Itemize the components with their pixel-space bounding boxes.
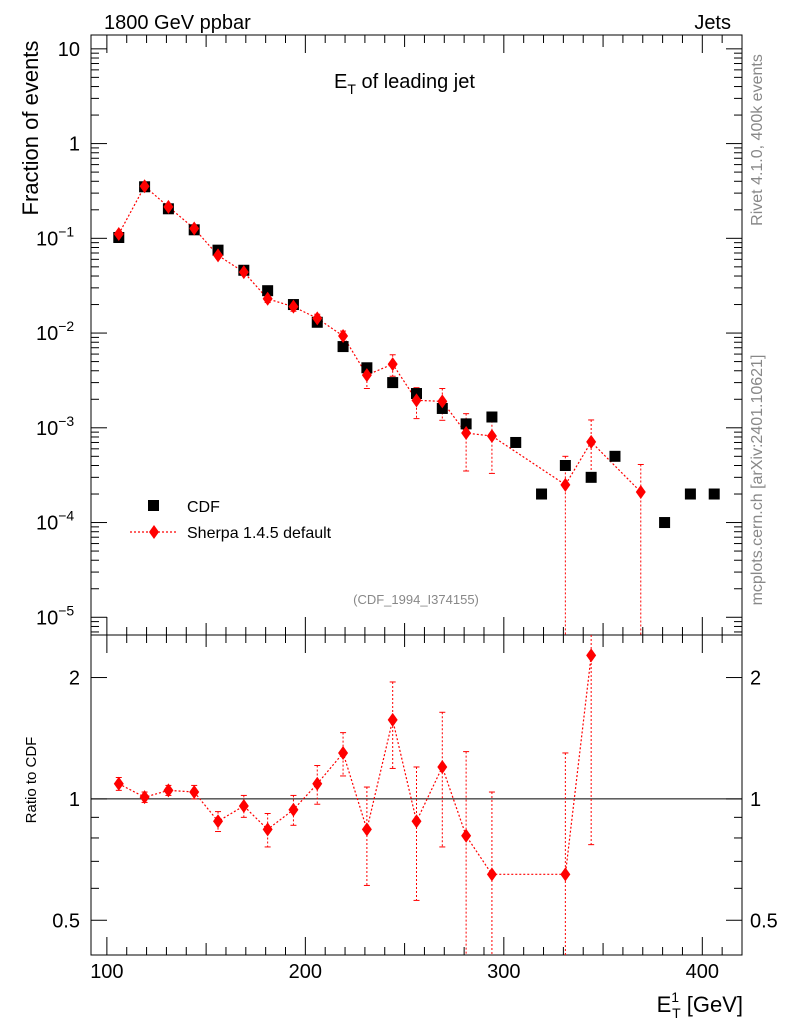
sherpa-point [387, 357, 398, 372]
ratio-y-tick-label-right: 1 [750, 789, 761, 811]
x-tick-label: 300 [487, 961, 520, 983]
cdf-point [609, 450, 621, 462]
main-y-tick-label: 10−1 [36, 223, 74, 250]
legend-cdf-label: CDF [187, 499, 220, 516]
sherpa-point [586, 434, 597, 449]
ratio-point [139, 790, 150, 805]
sherpa-point [461, 426, 472, 441]
cdf-point [536, 488, 548, 500]
sherpa-point [288, 299, 299, 314]
cdf-point [708, 488, 720, 500]
ratio-y-axis-title: Ratio to CDF [23, 737, 40, 824]
ratio-point [262, 822, 273, 837]
sherpa-point [437, 394, 448, 409]
ratio-y-axis-labels-left: 0.5 1 2 [52, 668, 80, 933]
ratio-panel-frame [90, 634, 743, 956]
legend-sherpa-marker [149, 525, 159, 539]
main-panel-frame [90, 34, 743, 636]
cdf-point [460, 418, 472, 430]
cdf-point [361, 362, 373, 374]
ratio-point [560, 867, 571, 882]
main-y-axis-labels: 10 1 10−1 10−2 10−3 10−4 10−5 [36, 39, 80, 629]
ratio-point [312, 776, 323, 791]
ratio-point [411, 814, 422, 829]
ratio-y-tick-label-right: 2 [750, 668, 761, 690]
sherpa-point [113, 227, 124, 242]
cdf-point [486, 411, 498, 423]
x-axis-title: E1 T [GeV] [657, 989, 743, 1021]
sherpa-point [560, 477, 571, 492]
main-y-tick-label: 10−5 [36, 602, 74, 629]
sherpa-point [163, 199, 174, 214]
legend-cdf-marker [148, 500, 159, 511]
ratio-point [163, 783, 174, 798]
sherpa-point [238, 265, 249, 280]
ratio-y-tick-label: 2 [69, 668, 80, 690]
ratio-y-axis-labels-right: 0.5 1 2 [750, 668, 778, 933]
header-right-label: Jets [694, 12, 731, 34]
ratio-point [113, 776, 124, 791]
ratio-y-tick-label-right: 0.5 [750, 910, 778, 932]
analysis-id-label: (CDF_1994_I374155) [353, 592, 479, 607]
x-axis-tick-labels: 100 200 300 400 [90, 961, 719, 983]
chart-title: ET of leading jet [334, 71, 475, 97]
main-plot-data [113, 179, 720, 635]
main-y-axis-ticks [91, 48, 742, 633]
main-y-tick-label: 10−2 [36, 318, 74, 345]
x-tick-label: 100 [90, 961, 123, 983]
legend: CDF Sherpa 1.4.5 default [130, 499, 332, 542]
main-y-tick-label: 10−3 [36, 413, 74, 440]
main-y-tick-label: 10−4 [36, 508, 74, 535]
sherpa-point [411, 393, 422, 408]
main-y-tick-label: 10 [58, 39, 80, 61]
cdf-point [387, 377, 399, 389]
ratio-plot-data [91, 635, 742, 955]
cdf-point [262, 285, 274, 297]
legend-sherpa-label: Sherpa 1.4.5 default [187, 525, 332, 542]
cdf-point [510, 436, 522, 448]
ratio-point [238, 799, 249, 814]
cdf-point [559, 459, 571, 471]
cdf-point [659, 517, 671, 529]
sherpa-point [312, 311, 323, 326]
sherpa-point [361, 368, 372, 383]
cdf-point [684, 488, 696, 500]
ratio-point [361, 822, 372, 837]
x-tick-label: 400 [686, 961, 719, 983]
sherpa-point [139, 179, 150, 194]
ratio-point [189, 785, 200, 800]
cdf-point [585, 471, 597, 483]
main-y-axis-title: Fraction of events [18, 41, 43, 216]
x-tick-label: 200 [289, 961, 322, 983]
ratio-point [461, 828, 472, 843]
sherpa-point [338, 329, 349, 344]
header-left-label: 1800 GeV ppbar [104, 12, 251, 34]
sherpa-point [635, 485, 646, 500]
ratio-point [213, 814, 224, 829]
rivet-version-label: Rivet 4.1.0, 400k events [749, 54, 766, 226]
sherpa-point [486, 428, 497, 443]
main-y-tick-label: 1 [69, 134, 80, 156]
cdf-point [337, 341, 349, 353]
cdf-point [436, 402, 448, 414]
sherpa-point [189, 221, 200, 236]
sherpa-point [262, 291, 273, 306]
ratio-y-tick-label: 0.5 [52, 910, 80, 932]
mcplots-label: mcplots.cern.ch [arXiv:2401.10621] [749, 355, 766, 606]
ratio-point [586, 648, 597, 663]
ratio-y-tick-label: 1 [69, 789, 80, 811]
ratio-point [486, 867, 497, 882]
ratio-line [118, 655, 592, 875]
ratio-point [288, 802, 299, 817]
sherpa-point [213, 248, 224, 263]
ratio-point [338, 745, 349, 760]
ratio-point [437, 759, 448, 774]
ratio-point [387, 712, 398, 727]
